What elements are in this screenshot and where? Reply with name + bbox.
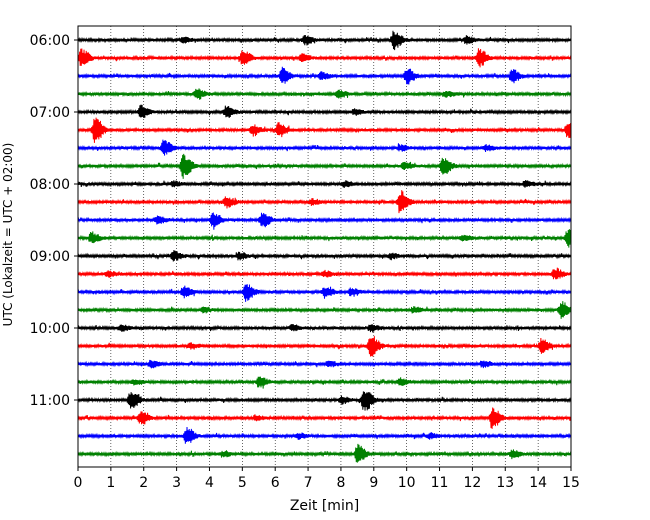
seismogram-traces xyxy=(77,30,572,463)
x-axis-label: Zeit [min] xyxy=(290,498,359,514)
trace-line xyxy=(77,443,572,463)
trace-line xyxy=(77,212,572,230)
x-tick-label: 4 xyxy=(205,475,214,491)
y-axis-label: UTC (Lokalzeit = UTC + 02:00) xyxy=(1,143,15,327)
trace-line xyxy=(77,48,572,68)
trace-line xyxy=(77,104,572,119)
x-tick-label: 5 xyxy=(238,475,247,491)
trace-line xyxy=(77,407,572,429)
x-tick-label: 12 xyxy=(463,475,481,491)
x-tick-label: 9 xyxy=(369,475,378,491)
y-tick-label: 09:00 xyxy=(30,249,70,265)
trace-line xyxy=(77,190,572,214)
x-tick-label: 8 xyxy=(336,475,345,491)
trace-line xyxy=(77,229,572,248)
trace-line xyxy=(77,117,572,143)
trace-line xyxy=(77,301,572,319)
trace-line xyxy=(77,180,572,189)
x-tick-label: 10 xyxy=(398,475,416,491)
y-axis-ticks: 06:00 07:00 08:00 09:00 10:00 11:00 xyxy=(30,33,78,409)
x-tick-label: 6 xyxy=(271,475,280,491)
x-tick-label: 0 xyxy=(74,475,83,491)
trace-line xyxy=(77,88,572,100)
trace-line xyxy=(77,30,572,51)
y-tick-label: 07:00 xyxy=(30,105,70,121)
trace-line xyxy=(77,391,572,411)
y-tick-label: 11:00 xyxy=(30,393,70,409)
trace-line xyxy=(77,359,572,369)
trace-line xyxy=(77,250,572,262)
x-tick-label: 7 xyxy=(304,475,313,491)
x-tick-label: 11 xyxy=(431,475,449,491)
trace-line xyxy=(77,324,572,333)
x-tick-label: 14 xyxy=(529,475,547,491)
trace-line xyxy=(77,66,572,85)
trace-line xyxy=(77,139,572,156)
plot-frame xyxy=(77,25,572,468)
y-tick-label: 06:00 xyxy=(30,33,70,49)
y-tick-label: 10:00 xyxy=(30,321,70,337)
x-tick-label: 3 xyxy=(172,475,181,491)
trace-line xyxy=(77,153,572,179)
x-axis-ticks: 0 1 2 3 4 5 6 7 8 9 10 11 12 13 14 15 xyxy=(74,467,580,491)
x-tick-label: 15 xyxy=(562,475,580,491)
trace-line xyxy=(77,426,572,444)
x-tick-label: 13 xyxy=(496,475,514,491)
y-tick-label: 08:00 xyxy=(30,177,70,193)
x-tick-label: 2 xyxy=(139,475,148,491)
trace-line xyxy=(77,284,572,302)
trace-line xyxy=(77,336,572,357)
x-tick-label: 1 xyxy=(106,475,115,491)
trace-line xyxy=(77,376,572,389)
trace-line xyxy=(77,267,572,280)
